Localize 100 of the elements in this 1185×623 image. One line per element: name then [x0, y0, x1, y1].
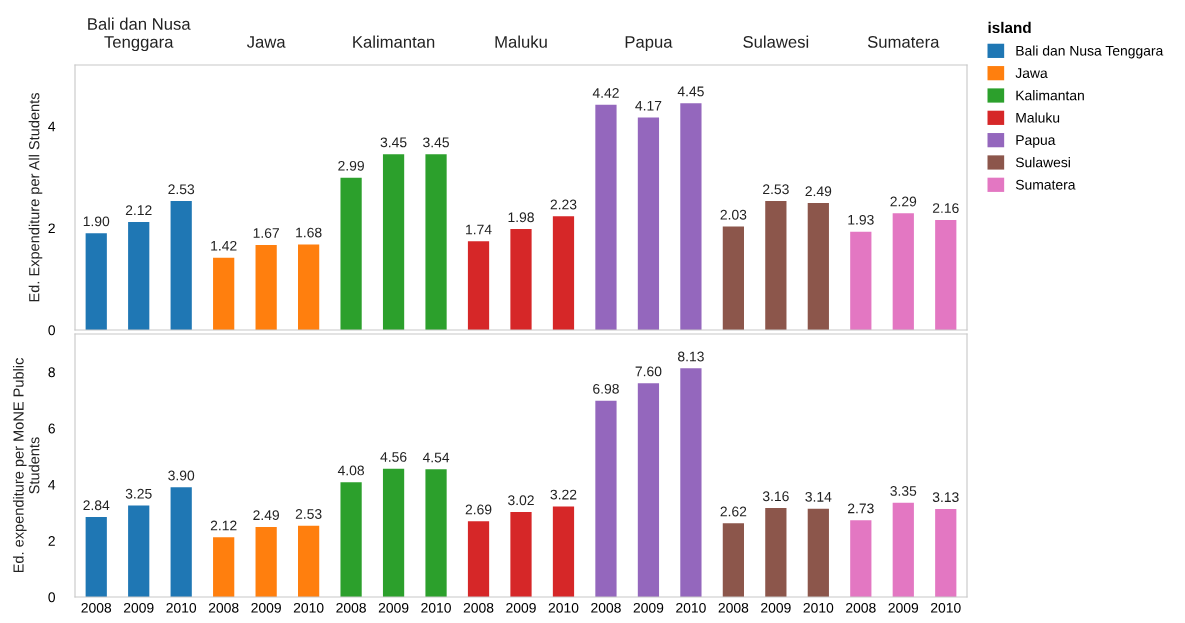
x-tick-label: 2010 — [166, 602, 197, 613]
data-label: 3.35 — [890, 486, 917, 496]
legend-label: Jawa — [1015, 68, 1048, 78]
bar — [128, 221, 150, 330]
y-tick-label: 4 — [48, 479, 56, 490]
data-label: 2.03 — [720, 209, 747, 220]
x-tick-label: 2009 — [761, 602, 791, 613]
data-label: 1.74 — [466, 224, 492, 235]
bar — [467, 241, 490, 330]
bar — [85, 517, 107, 597]
bar — [298, 525, 320, 597]
x-tick-label: 2008 — [81, 602, 112, 613]
bar — [425, 154, 447, 330]
data-label: 2.53 — [295, 509, 322, 519]
data-label: 2.53 — [763, 184, 789, 195]
bar — [680, 368, 702, 597]
text: Bali dan Nusa Tenggara — [88, 17, 191, 52]
data-label: 3.22 — [550, 489, 577, 500]
x-tick-label: 2009 — [506, 602, 536, 613]
bar — [170, 201, 192, 330]
data-label: 3.45 — [423, 137, 449, 148]
bar — [340, 482, 362, 597]
text: Jawa — [246, 36, 286, 48]
data-label: 1.98 — [508, 212, 534, 223]
y-tick-label: 8 — [48, 367, 55, 378]
bar — [552, 216, 575, 330]
y-tick-label: 2 — [48, 223, 55, 234]
x-tick-label: 2008 — [208, 602, 239, 613]
bar — [382, 468, 405, 597]
x-tick-label: 2009 — [123, 602, 154, 613]
text: Sumatera — [867, 36, 940, 48]
legend-label: Sulawesi — [1015, 157, 1070, 168]
data-label: 1.42 — [211, 240, 237, 251]
data-label: 4.45 — [677, 86, 704, 97]
bar — [552, 506, 575, 597]
legend-label: Sumatera — [1015, 179, 1076, 190]
y-axis-title: Ed. expenditure per MoNE Public Students — [12, 358, 40, 573]
text: Kalimantan — [353, 35, 435, 48]
bar — [340, 177, 362, 330]
data-label: 2.23 — [550, 199, 577, 210]
x-tick-label: 2009 — [888, 602, 919, 613]
bar — [382, 154, 405, 330]
bar — [722, 226, 744, 330]
x-tick-label: 2010 — [676, 602, 706, 613]
data-label: 3.25 — [125, 488, 152, 499]
bar — [850, 231, 872, 330]
data-label: 1.90 — [83, 216, 110, 227]
data-label: 2.49 — [805, 186, 832, 197]
x-tick-label: 2008 — [463, 602, 494, 613]
legend-label: Kalimantan — [1016, 90, 1084, 101]
data-label: 3.90 — [168, 470, 195, 481]
x-tick-label: 2008 — [846, 602, 876, 613]
y-tick-label: 4 — [48, 121, 56, 132]
legend-label: Bali dan Nusa Tenggara — [1016, 45, 1164, 59]
bar — [170, 487, 192, 597]
data-label: 6.98 — [593, 383, 619, 394]
data-label: 2.99 — [338, 160, 364, 171]
x-tick-label: 2010 — [421, 602, 451, 613]
x-tick-label: 2010 — [548, 602, 579, 613]
data-label: 3.16 — [762, 491, 789, 502]
data-label: 4.54 — [422, 452, 450, 463]
y-axis-title: Ed. Expenditure per All Students — [28, 93, 43, 302]
bar — [298, 244, 320, 330]
data-label: 1.67 — [253, 228, 279, 238]
bar — [765, 201, 787, 330]
bar — [425, 469, 447, 597]
legend-label: Maluku — [1016, 112, 1060, 123]
bar — [510, 512, 532, 597]
bar — [595, 400, 617, 597]
x-tick-label: 2010 — [803, 602, 834, 613]
data-label: 2.12 — [210, 520, 237, 531]
data-label: 3.13 — [932, 492, 959, 503]
bar — [255, 526, 277, 597]
data-label: 2.84 — [83, 500, 110, 511]
bar — [850, 520, 872, 597]
data-label: 2.53 — [168, 184, 195, 195]
data-label: 1.93 — [848, 214, 874, 225]
bar — [935, 219, 957, 330]
data-label: 2.29 — [890, 196, 917, 207]
data-label: 2.73 — [847, 503, 874, 514]
x-tick-label: 2009 — [633, 602, 664, 613]
bar — [595, 104, 617, 330]
data-label: 2.12 — [125, 205, 152, 215]
bar — [892, 213, 914, 330]
bar — [213, 257, 235, 330]
bar — [510, 229, 532, 330]
bar — [128, 505, 150, 597]
bar — [85, 233, 107, 330]
x-tick-label: 2009 — [378, 602, 409, 613]
y-tick-label: 2 — [48, 536, 55, 546]
bar — [807, 203, 829, 330]
data-label: 4.42 — [592, 88, 619, 98]
data-label: 4.08 — [337, 465, 365, 476]
data-label: 3.45 — [380, 137, 407, 148]
bar — [467, 521, 490, 597]
data-label: 8.13 — [677, 351, 704, 362]
bar — [765, 508, 787, 597]
bar — [637, 117, 660, 330]
data-label: 2.69 — [465, 504, 492, 515]
bar — [807, 508, 829, 597]
